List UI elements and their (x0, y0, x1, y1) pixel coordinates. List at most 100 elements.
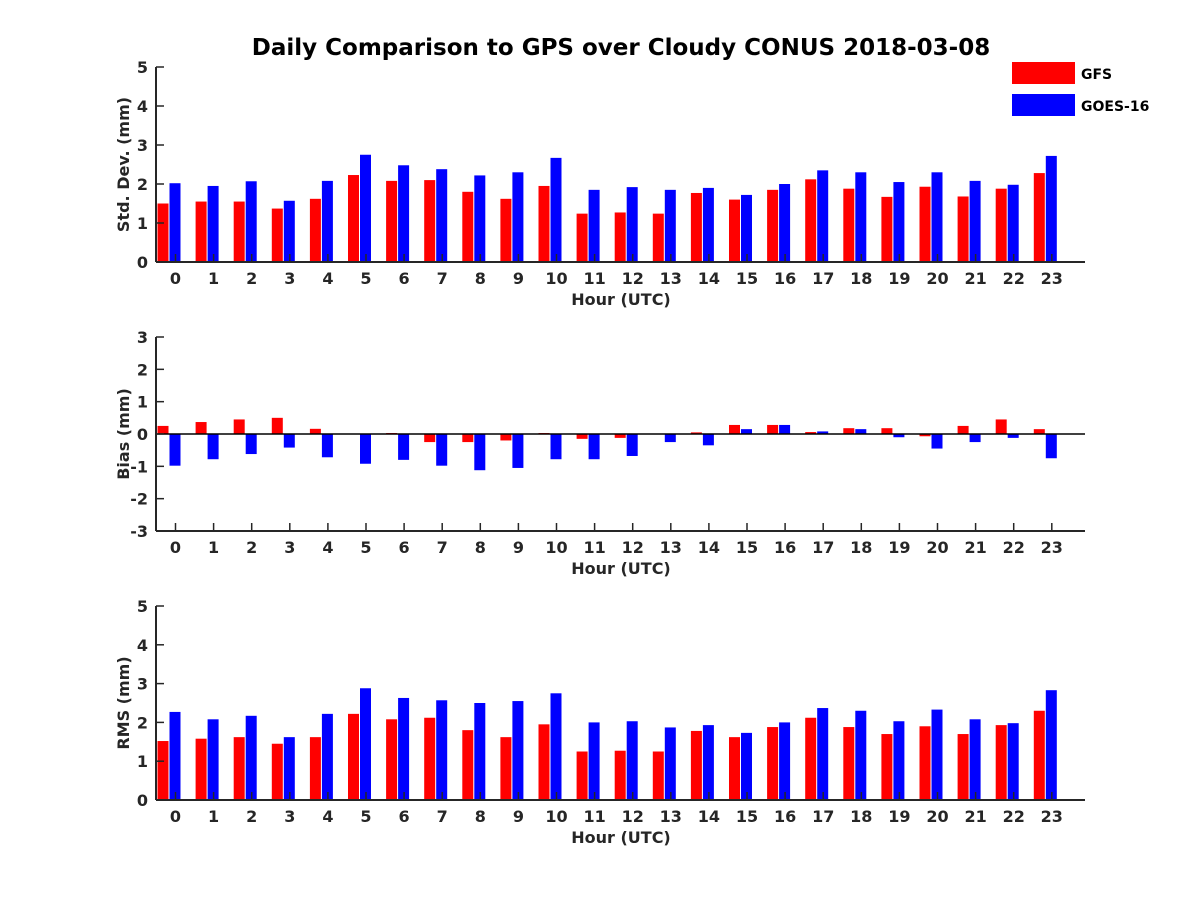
std-dev-bar-goes16-10 (550, 157, 562, 262)
rms-bar-gfs-10 (538, 724, 550, 800)
bias-y-tick-label: 2 (137, 360, 148, 379)
bias-bar-gfs-4 (309, 428, 321, 434)
std-dev-x-tick-label: 0 (170, 269, 181, 288)
bias-x-tick-label: 15 (736, 538, 758, 557)
rms-y-tick-label: 5 (137, 597, 148, 616)
bias-bar-gfs-8 (462, 434, 474, 443)
std-dev-y-tick-label: 0 (137, 253, 148, 272)
rms-x-tick-label: 2 (246, 807, 257, 826)
std-dev-bar-gfs-4 (309, 198, 321, 262)
std-dev-y-tick-label: 5 (137, 58, 148, 77)
rms-bar-goes16-8 (474, 703, 486, 800)
std-dev-x-tick-label: 6 (399, 269, 410, 288)
rms-x-tick-label: 21 (964, 807, 986, 826)
bias-x-tick-label: 11 (583, 538, 605, 557)
bias-bar-goes16-8 (474, 434, 486, 471)
std-dev-y-tick-label: 3 (137, 136, 148, 155)
bias-bar-gfs-0 (157, 425, 169, 434)
rms-bar-goes16-2 (245, 715, 257, 800)
rms-bar-goes16-17 (817, 708, 829, 800)
std-dev-x-tick-label: 21 (964, 269, 986, 288)
std-dev-bar-gfs-14 (690, 192, 702, 262)
rms-x-tick-label: 18 (850, 807, 872, 826)
std-dev-bar-goes16-2 (245, 181, 257, 262)
rms-x-tick-label: 7 (437, 807, 448, 826)
bias-bar-goes16-2 (245, 434, 257, 455)
rms-bar-gfs-23 (1033, 710, 1045, 800)
bias-x-tick-label: 10 (545, 538, 567, 557)
rms-bar-goes16-11 (588, 722, 600, 800)
rms-bar-goes16-6 (398, 697, 410, 800)
std-dev-x-tick-label: 3 (284, 269, 295, 288)
std-dev-x-tick-label: 7 (437, 269, 448, 288)
bias-bar-goes16-20 (931, 434, 943, 449)
bias-bar-gfs-16 (767, 424, 779, 434)
rms-bar-goes16-20 (931, 709, 943, 800)
rms-x-tick-label: 4 (322, 807, 333, 826)
std-dev-y-tick-label: 1 (137, 214, 148, 233)
bias-x-tick-label: 9 (513, 538, 524, 557)
bias-x-tick-label: 13 (660, 538, 682, 557)
bias-bar-goes16-16 (779, 424, 791, 434)
bias-y-tick-label: 0 (137, 425, 148, 444)
std-dev-bar-goes16-19 (893, 182, 905, 262)
rms-bar-goes16-5 (360, 688, 371, 800)
rms-x-tick-label: 5 (360, 807, 371, 826)
std-dev-bar-goes16-21 (969, 180, 981, 262)
rms-x-tick-label: 1 (208, 807, 219, 826)
std-dev-bar-gfs-18 (843, 188, 855, 262)
rms-bar-gfs-2 (233, 737, 245, 800)
std-dev-x-tick-label: 23 (1041, 269, 1063, 288)
rms-x-tick-label: 8 (475, 807, 486, 826)
bias-x-tick-label: 14 (698, 538, 720, 557)
rms-bar-gfs-15 (729, 737, 740, 800)
rms-x-tick-label: 16 (774, 807, 796, 826)
std-dev-x-tick-label: 5 (360, 269, 371, 288)
bias-bar-goes16-6 (398, 434, 410, 460)
std-dev-bar-gfs-16 (767, 189, 779, 262)
std-dev-bar-gfs-2 (233, 201, 245, 262)
bias-bar-gfs-3 (271, 417, 283, 434)
std-dev-bar-gfs-5 (348, 175, 359, 262)
bias-x-tick-label: 1 (208, 538, 219, 557)
chart-title: Daily Comparison to GPS over Cloudy CONU… (252, 35, 990, 61)
bias-x-tick-label: 18 (850, 538, 872, 557)
bias-bar-gfs-17 (805, 432, 817, 434)
std-dev-bar-gfs-19 (881, 196, 893, 262)
std-dev-bar-gfs-6 (386, 180, 398, 262)
std-dev-bar-goes16-8 (474, 175, 486, 262)
rms-x-tick-label: 0 (170, 807, 181, 826)
std-dev-bar-gfs-1 (195, 201, 207, 262)
bias-y-tick-label: -1 (130, 457, 148, 476)
std-dev-x-tick-label: 8 (475, 269, 486, 288)
rms-bar-goes16-10 (550, 693, 562, 800)
std-dev-bar-gfs-9 (500, 198, 512, 262)
std-dev-y-tick-label: 4 (137, 97, 148, 116)
rms-x-tick-label: 15 (736, 807, 758, 826)
rms-bar-gfs-22 (995, 725, 1007, 800)
std-dev-bar-goes16-17 (817, 170, 829, 262)
rms-bar-gfs-4 (309, 737, 321, 800)
rms-bar-goes16-12 (626, 721, 638, 800)
rms-bar-gfs-3 (271, 743, 283, 800)
rms-bar-goes16-1 (207, 719, 219, 800)
std-dev-bar-gfs-8 (462, 191, 474, 262)
bias-bar-gfs-2 (233, 419, 245, 434)
bias-bar-gfs-18 (843, 428, 855, 434)
bias-bar-gfs-21 (957, 425, 969, 434)
rms-bar-goes16-21 (969, 719, 981, 800)
bias-x-tick-label: 3 (284, 538, 295, 557)
legend-label-goes16: GOES-16 (1081, 99, 1149, 115)
bias-x-tick-label: 0 (170, 538, 181, 557)
bias-x-tick-label: 12 (622, 538, 644, 557)
std-dev-x-tick-label: 16 (774, 269, 796, 288)
bias-bar-gfs-19 (881, 428, 893, 434)
rms-bar-gfs-14 (690, 730, 702, 800)
rms-bar-gfs-18 (843, 727, 855, 800)
bias-bar-gfs-14 (690, 432, 702, 434)
rms-bar-gfs-21 (957, 734, 969, 800)
rms-y-tick-label: 2 (137, 713, 148, 732)
std-dev-x-tick-label: 18 (850, 269, 872, 288)
rms-x-tick-label: 17 (812, 807, 834, 826)
